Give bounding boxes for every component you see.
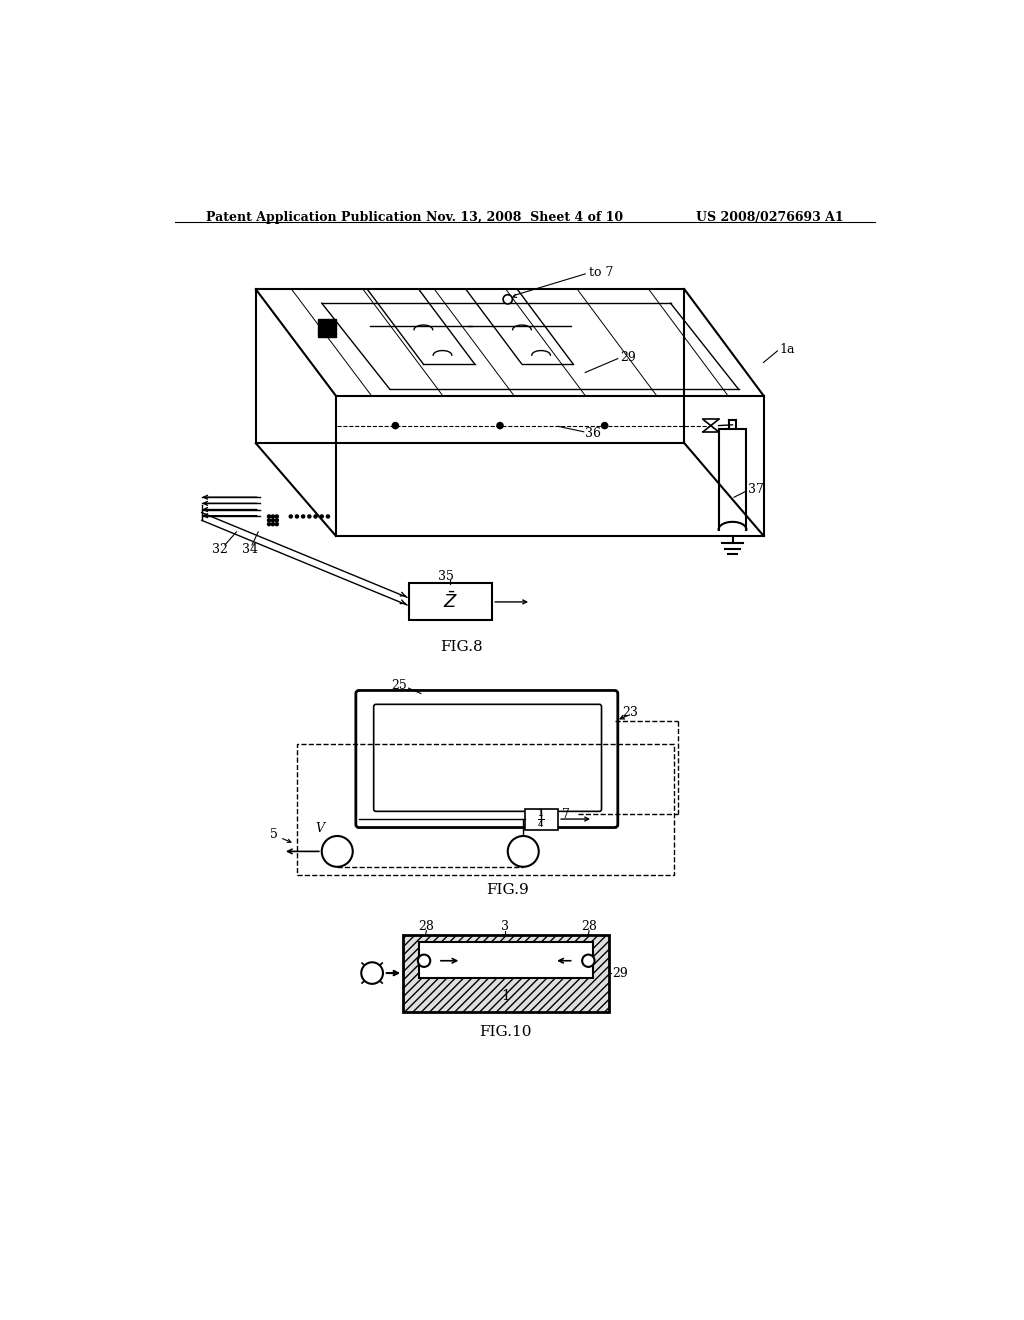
- Text: V: V: [315, 822, 325, 834]
- Text: $\bar{Z}$: $\bar{Z}$: [442, 591, 458, 612]
- Circle shape: [271, 515, 274, 517]
- Text: 29: 29: [621, 351, 636, 363]
- Circle shape: [308, 515, 311, 517]
- Circle shape: [418, 954, 430, 966]
- Text: 37: 37: [748, 483, 764, 496]
- Circle shape: [361, 962, 383, 983]
- Circle shape: [321, 515, 324, 517]
- Text: US 2008/0276693 A1: US 2008/0276693 A1: [696, 211, 844, 224]
- Circle shape: [314, 515, 317, 517]
- Text: FIG.8: FIG.8: [440, 640, 482, 655]
- Circle shape: [267, 523, 270, 525]
- Text: 28: 28: [582, 920, 597, 933]
- Bar: [419, 942, 593, 978]
- Circle shape: [302, 515, 305, 517]
- Circle shape: [267, 519, 270, 521]
- Circle shape: [508, 836, 539, 867]
- Text: 23: 23: [623, 706, 638, 719]
- Bar: [409, 583, 493, 620]
- Circle shape: [497, 422, 503, 429]
- Circle shape: [327, 515, 330, 517]
- Text: 28: 28: [419, 920, 434, 933]
- Circle shape: [392, 422, 398, 429]
- FancyBboxPatch shape: [356, 690, 617, 828]
- Text: FIG.10: FIG.10: [479, 1026, 531, 1039]
- Bar: [524, 809, 558, 830]
- Text: 1a: 1a: [779, 343, 795, 356]
- Text: $\frac{1}{4}$: $\frac{1}{4}$: [538, 808, 545, 830]
- Text: 35: 35: [438, 570, 454, 583]
- Circle shape: [271, 523, 274, 525]
- Circle shape: [295, 515, 299, 517]
- Circle shape: [289, 515, 292, 517]
- Text: 32: 32: [212, 543, 227, 556]
- FancyBboxPatch shape: [374, 705, 601, 812]
- Text: to 7: to 7: [589, 265, 613, 279]
- Text: 25: 25: [391, 680, 408, 693]
- Text: 36: 36: [586, 426, 601, 440]
- Circle shape: [601, 422, 607, 429]
- Polygon shape: [317, 318, 336, 337]
- Circle shape: [322, 836, 352, 867]
- Text: Patent Application Publication: Patent Application Publication: [206, 211, 421, 224]
- Circle shape: [267, 515, 270, 517]
- Circle shape: [275, 515, 279, 517]
- Circle shape: [275, 523, 279, 525]
- Bar: [297, 743, 675, 875]
- Text: 1: 1: [501, 989, 510, 1003]
- Text: 5: 5: [269, 828, 278, 841]
- Text: 7: 7: [562, 808, 570, 821]
- Circle shape: [583, 954, 595, 966]
- Text: 29: 29: [612, 966, 628, 979]
- Bar: [403, 935, 608, 1011]
- Text: 3: 3: [502, 920, 509, 933]
- Text: 34: 34: [243, 543, 258, 556]
- Text: FIG.9: FIG.9: [486, 883, 529, 896]
- Circle shape: [275, 519, 279, 521]
- Circle shape: [271, 519, 274, 521]
- Text: Nov. 13, 2008  Sheet 4 of 10: Nov. 13, 2008 Sheet 4 of 10: [426, 211, 624, 224]
- Circle shape: [503, 294, 512, 304]
